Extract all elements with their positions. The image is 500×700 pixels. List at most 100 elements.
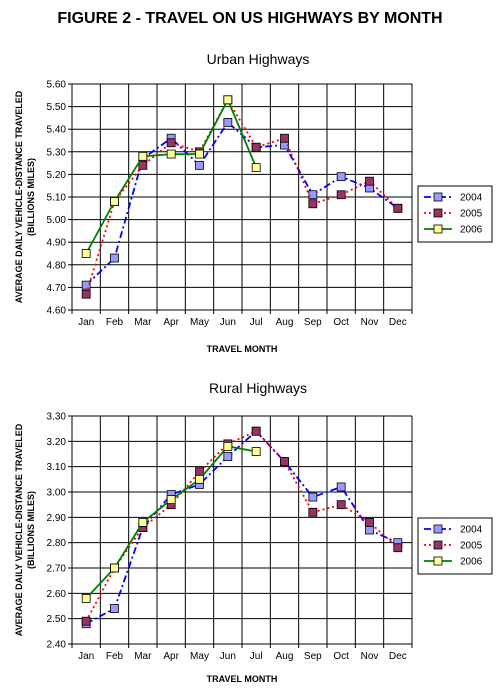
data-point-2005 (336, 500, 346, 510)
data-point-2005 (251, 426, 261, 436)
y-axis-label-units: (BILLIONS MILES) (26, 158, 36, 236)
data-point-2005 (393, 203, 403, 213)
x-tick-label: Feb (106, 651, 124, 662)
legend: 2004 2005 2006 (417, 517, 493, 575)
data-point-2005 (166, 138, 176, 148)
data-point-2004 (223, 118, 233, 127)
data-point-2005 (81, 616, 91, 626)
y-axis-label: AVERAGE DAILY VEHICLE-DISTANCE TRAVELED (14, 423, 24, 636)
data-point-2005 (308, 199, 318, 209)
x-tick-label: Oct (333, 317, 349, 328)
x-tick-label: Dec (389, 651, 407, 662)
x-axis-label: TRAVEL MONTH (207, 344, 278, 354)
y-tick-label: 2.70 (47, 564, 67, 575)
data-point-2006 (195, 149, 204, 159)
data-point-2004 (365, 525, 374, 535)
data-point-2005 (81, 289, 91, 299)
data-point-2005 (308, 507, 318, 517)
y-tick-label: 3.20 (47, 437, 67, 448)
y-tick-label: 5.00 (47, 215, 67, 226)
x-tick-label: Jan (78, 651, 94, 662)
y-tick-label: 4.70 (47, 283, 67, 294)
x-tick-label: Apr (163, 651, 179, 662)
legend-marker-2005 (433, 208, 443, 218)
x-tick-label: Jun (220, 651, 236, 662)
y-tick-label: 2.50 (47, 614, 67, 625)
data-point-2005 (365, 518, 374, 527)
x-tick-label: Jan (78, 317, 94, 328)
chart-title: Urban Highways (207, 51, 310, 67)
legend-label: 2004 (460, 525, 483, 536)
data-point-2004 (223, 452, 233, 461)
y-tick-label: 5.60 (47, 80, 67, 91)
series-line-2004 (85, 429, 399, 625)
x-tick-label: Oct (333, 651, 349, 662)
legend-label: 2005 (460, 209, 483, 220)
x-tick-label: Apr (163, 317, 179, 328)
y-tick-label: 2.90 (47, 513, 67, 524)
data-point-2005 (365, 176, 374, 186)
data-point-2005 (393, 543, 403, 553)
legend-label: 2005 (460, 541, 483, 552)
x-tick-label: Sep (304, 317, 322, 328)
data-point-2006 (223, 95, 233, 105)
data-point-2004 (110, 604, 119, 613)
data-point-2004 (195, 160, 204, 170)
x-tick-label: Jul (250, 317, 263, 328)
x-tick-label: Dec (389, 317, 407, 328)
data-point-2005 (280, 457, 289, 467)
data-point-2004 (81, 280, 91, 290)
data-point-2005 (195, 467, 204, 477)
legend-marker-2004 (433, 192, 443, 202)
data-point-2005 (336, 190, 346, 200)
figure-title: FIGURE 2 - TRAVEL ON US HIGHWAYS BY MONT… (57, 10, 443, 27)
legend-label: 2004 (460, 193, 483, 204)
data-point-2006 (138, 518, 148, 527)
legend-marker-2006 (433, 556, 443, 566)
x-tick-label: Nov (361, 317, 379, 328)
legend-box (417, 185, 493, 243)
legend-label: 2006 (460, 557, 483, 568)
data-point-2004 (336, 172, 346, 182)
y-tick-label: 5.50 (47, 102, 67, 113)
y-tick-label: 3.10 (47, 462, 67, 473)
x-tick-label: Jun (220, 317, 236, 328)
x-tick-label: Feb (106, 317, 124, 328)
x-tick-label: Mar (134, 317, 152, 328)
x-tick-label: May (190, 317, 209, 328)
y-tick-label: 5.10 (47, 193, 67, 204)
x-tick-label: Jul (250, 651, 263, 662)
series-line-2005 (85, 97, 399, 295)
chart-rural: Rural Highways 2.40 2.50 2.60 2.70 2.80 2.90 3.… (14, 380, 493, 684)
data-point-2006 (166, 149, 176, 159)
data-point-2006 (166, 495, 176, 505)
y-tick-label: 4.80 (47, 260, 67, 271)
data-point-2006 (138, 151, 148, 161)
data-point-2005 (280, 133, 289, 143)
y-tick-label: 5.30 (47, 147, 67, 158)
y-tick-label: 3.30 (47, 412, 67, 423)
legend-marker-2005 (433, 540, 443, 550)
x-axis-label: TRAVEL MONTH (207, 674, 278, 684)
data-point-2006 (110, 563, 119, 573)
y-tick-label: 5.40 (47, 125, 67, 136)
data-point-2006 (81, 594, 91, 603)
y-tick-label: 2.80 (47, 538, 67, 549)
data-point-2006 (251, 447, 261, 456)
x-tick-label: Aug (276, 317, 294, 328)
x-tick-label: May (190, 651, 209, 662)
y-tick-label: 3.00 (47, 488, 67, 499)
y-tick-label: 2.40 (47, 640, 67, 651)
legend: 2004 2005 2006 (417, 185, 493, 243)
legend-marker-2006 (433, 224, 443, 234)
y-axis-label: AVERAGE DAILY VEHICLE-DISTANCE TRAVELED (14, 90, 24, 303)
y-tick-label: 4.90 (47, 238, 67, 249)
data-point-2006 (223, 441, 233, 451)
data-point-2006 (251, 163, 261, 173)
data-point-2006 (195, 474, 204, 484)
data-point-2005 (251, 142, 261, 152)
y-axis-label-units: (BILLIONS MILES) (26, 491, 36, 569)
data-point-2004 (336, 482, 346, 492)
series-line-2005 (85, 430, 399, 622)
